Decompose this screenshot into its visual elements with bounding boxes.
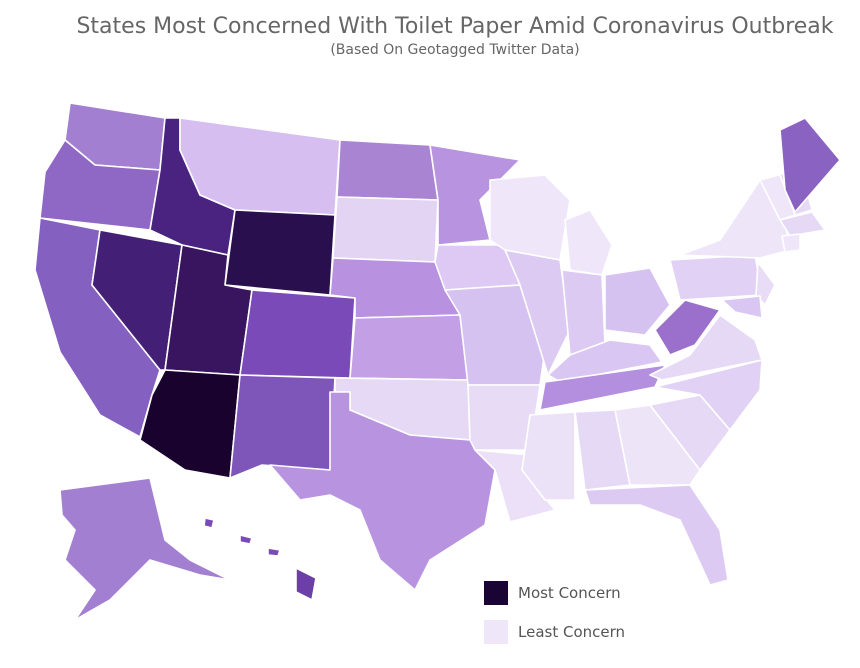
- legend-label: Least Concern: [518, 623, 626, 641]
- state: [229, 374, 336, 479]
- legend-swatch: [484, 581, 508, 605]
- state: [669, 254, 763, 301]
- state: [489, 174, 571, 261]
- state: [649, 314, 763, 381]
- state: [755, 261, 776, 306]
- state: [614, 404, 701, 486]
- state: [239, 289, 356, 379]
- legend-item: Least Concern: [484, 619, 625, 645]
- state: [59, 477, 231, 621]
- state: [584, 484, 729, 586]
- state: [203, 517, 215, 529]
- legend-swatch: [484, 620, 508, 644]
- state: [349, 314, 469, 381]
- state: [779, 117, 841, 213]
- state: [239, 534, 253, 545]
- state: [654, 299, 721, 356]
- state: [561, 269, 606, 356]
- map-title: States Most Concerned With Toilet Paper …: [76, 14, 834, 39]
- legend-item: Most Concern: [484, 580, 621, 606]
- map-subtitle: (Based On Geotagged Twitter Data): [330, 42, 580, 58]
- state: [224, 209, 336, 296]
- state: [781, 233, 801, 253]
- state: [779, 211, 826, 237]
- state: [269, 391, 496, 591]
- state: [467, 384, 541, 451]
- state: [604, 267, 671, 336]
- state: [295, 567, 317, 601]
- state: [336, 139, 439, 201]
- legend-label: Most Concern: [518, 584, 621, 602]
- state: [504, 249, 571, 376]
- state: [654, 359, 763, 431]
- state: [267, 547, 281, 557]
- state: [721, 295, 763, 319]
- state: [564, 209, 613, 276]
- state: [521, 411, 576, 501]
- state: [332, 196, 439, 263]
- state: [91, 229, 183, 371]
